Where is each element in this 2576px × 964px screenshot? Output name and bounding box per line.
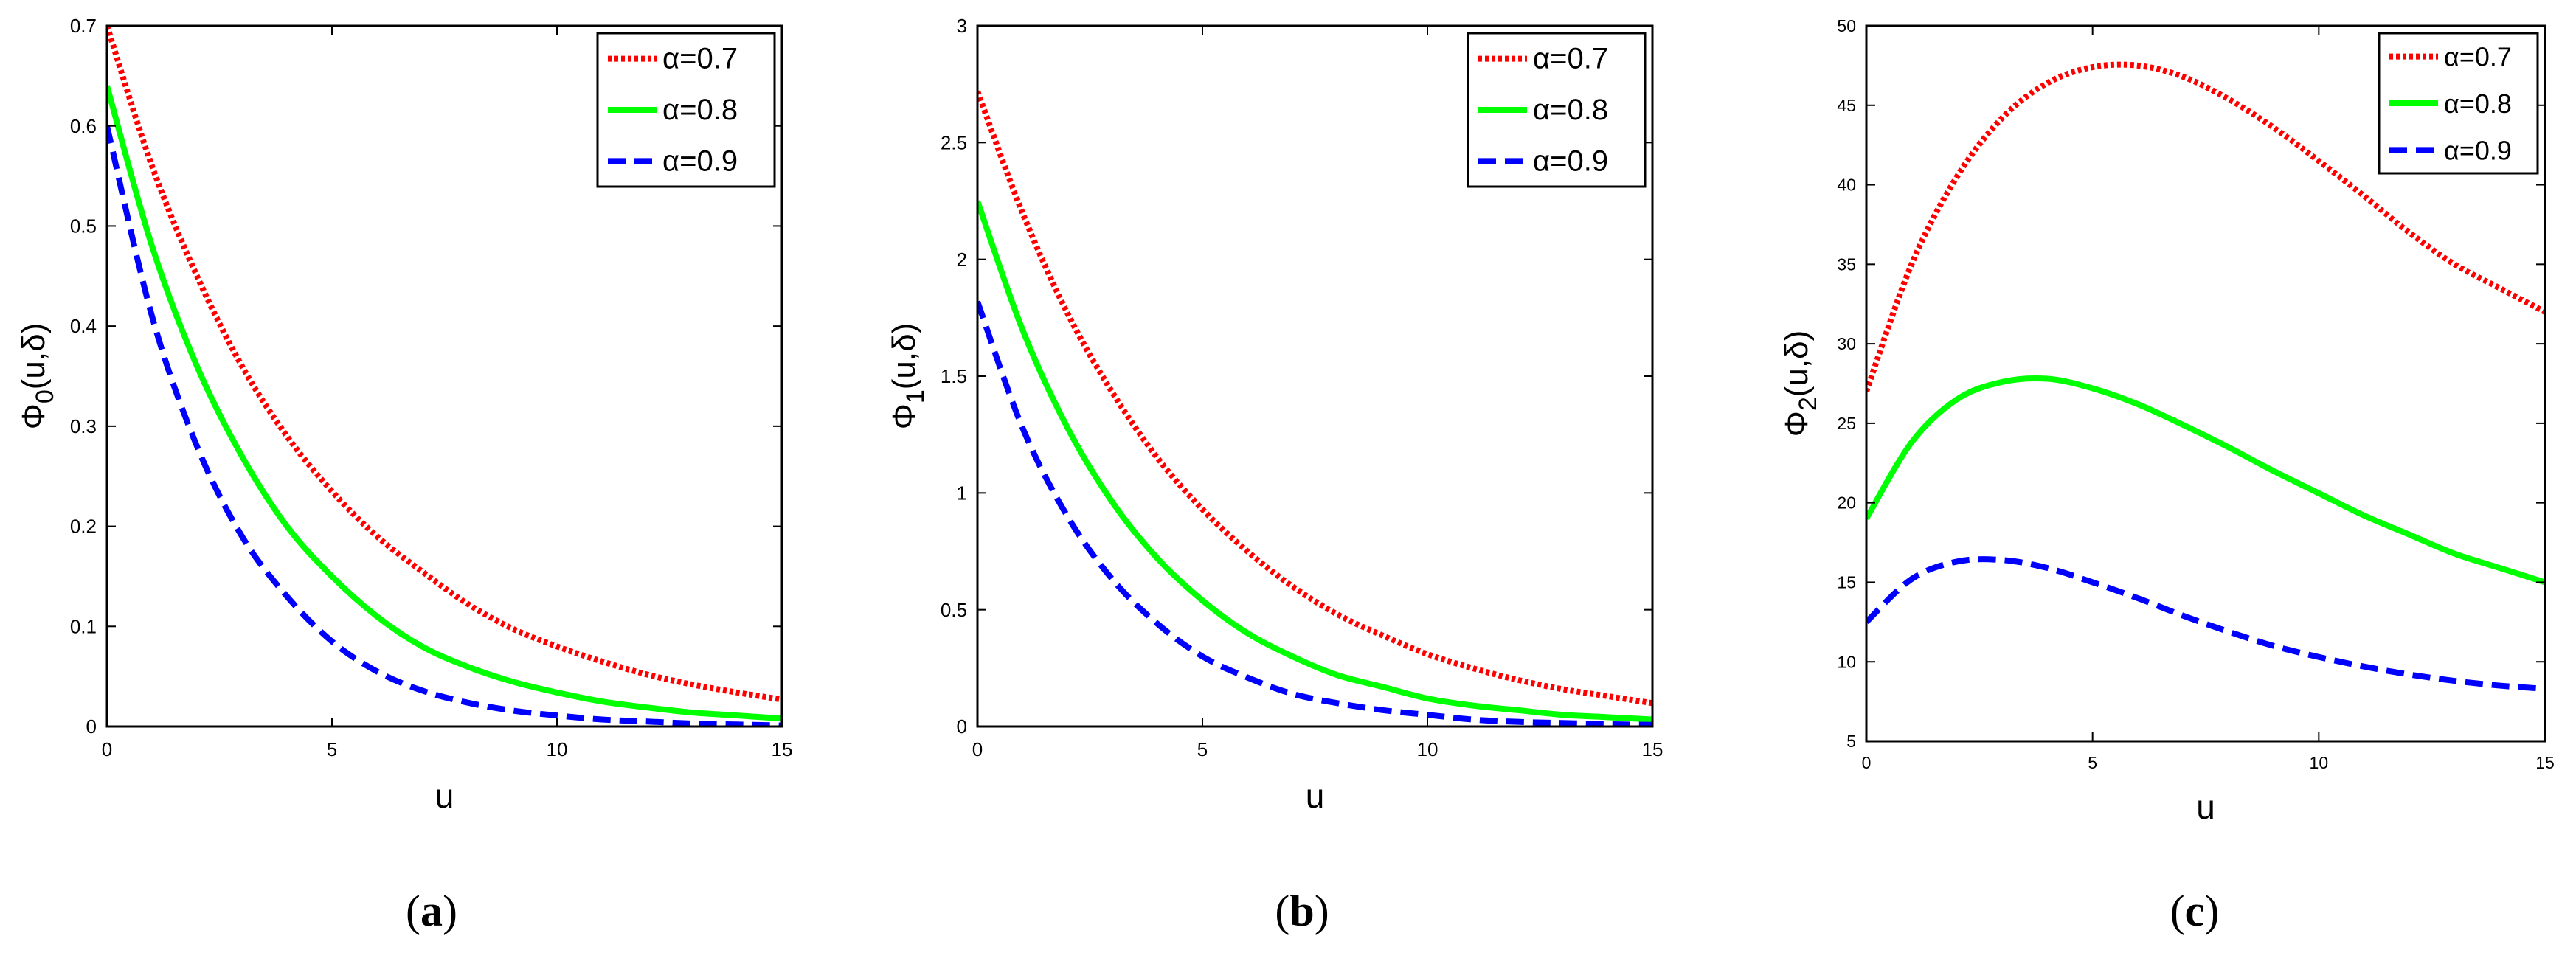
legend-label-1: α=0.7 [2444, 42, 2512, 72]
y-tick-label: 0.7 [70, 15, 97, 37]
x-tick-label: 10 [547, 738, 568, 760]
legend-label-3: α=0.9 [2444, 135, 2512, 165]
axes-frame [105, 24, 783, 728]
legend-label-3: α=0.9 [1533, 145, 1608, 177]
y-label-symbol: Φ [886, 403, 922, 429]
chart-panel-c: 0 5 10 155101520253035404550uΦ2(u,δ)α=0.7α=… [1779, 16, 2555, 935]
x-tick-label: 5 [327, 738, 337, 760]
caption-letter: b [1289, 887, 1314, 935]
y-label-subscript: 2 [1794, 397, 1822, 411]
legend-label-2: α=0.8 [2444, 89, 2512, 119]
series-line-3 [107, 125, 782, 727]
legend-label-2: α=0.8 [1533, 94, 1608, 126]
y-tick-label: 45 [1837, 96, 1856, 115]
y-tick-label: 40 [1837, 176, 1856, 195]
series-line-2 [1866, 375, 2545, 586]
y-tick-label: 10 [1837, 652, 1856, 671]
y-tick-label: 2.5 [941, 131, 967, 153]
x-axis-label: u [1306, 777, 1325, 815]
y-label-subscript: 1 [901, 389, 929, 403]
legend-label-2: α=0.8 [662, 94, 738, 126]
caption-close-paren: ) [443, 887, 457, 935]
y-tick-label: 1 [957, 482, 967, 504]
legend-label-1: α=0.7 [662, 43, 738, 75]
legend: α=0.7 α=0.8 α=0.9 [1467, 32, 1647, 188]
caption-close-paren: ) [1315, 887, 1329, 935]
y-tick-label: 0 [957, 715, 967, 738]
y-tick-label: 0.3 [70, 415, 97, 437]
y-tick-label: 25 [1837, 414, 1856, 433]
y-tick-label: 0.5 [70, 215, 97, 237]
x-tick-label: 5 [1197, 738, 1208, 760]
y-tick-label: 50 [1837, 16, 1856, 35]
y-tick-label: 1.5 [941, 365, 967, 387]
chart-panel-a: 0 5 10 1500.10.20.30.40.50.60.7uΦ0(u,δ)α=0.… [15, 15, 792, 935]
legend: α=0.7 α=0.8 α=0.9 [596, 32, 776, 188]
y-label-symbol: Φ [15, 403, 52, 429]
y-tick-label: 0.5 [941, 599, 967, 621]
caption-open-paren: ( [1275, 887, 1289, 935]
x-axis-label: u [435, 777, 454, 815]
x-tick-label: 0 [1862, 753, 1872, 772]
y-tick-label: 5 [1846, 732, 1856, 751]
legend: α=0.7 α=0.8 α=0.9 [2378, 32, 2539, 175]
y-tick-label: 20 [1837, 493, 1856, 513]
y-label-args: (u,δ) [886, 323, 922, 390]
y-label-symbol: Φ [1779, 411, 1815, 437]
y-tick-label: 0.6 [70, 115, 97, 137]
series-line-3 [1866, 556, 2545, 692]
x-tick-label: 5 [2088, 753, 2097, 772]
x-tick-label: 15 [1642, 738, 1663, 760]
x-axis-label: u [2196, 788, 2215, 826]
caption-open-paren: ( [406, 887, 420, 935]
y-tick-label: 2 [957, 249, 967, 271]
x-tick-label: 10 [2310, 753, 2329, 772]
x-tick-label: 15 [772, 738, 793, 760]
x-tick-label: 15 [2535, 753, 2555, 772]
panel-caption: (a) [406, 887, 457, 935]
y-tick-label: 35 [1837, 254, 1856, 274]
x-tick-label: 0 [972, 738, 983, 760]
x-tick-label: 0 [102, 738, 112, 760]
legend-label-1: α=0.7 [1533, 43, 1608, 75]
y-axis-label: Φ1(u,δ) [886, 323, 929, 430]
caption-open-paren: ( [2170, 887, 2185, 935]
caption-letter: a [420, 887, 443, 935]
x-tick-label: 10 [1417, 738, 1438, 760]
y-label-args: (u,δ) [1779, 330, 1815, 398]
y-tick-label: 0.4 [70, 315, 97, 337]
y-tick-label: 0.1 [70, 615, 97, 637]
chart-panel-b: 0 5 10 1500.511.522.53uΦ1(u,δ)α=0.7α=0.8α=0… [886, 15, 1663, 935]
y-tick-label: 30 [1837, 334, 1856, 353]
panel-caption: (b) [1275, 887, 1329, 935]
series-line-2 [107, 85, 782, 722]
y-tick-label: 15 [1837, 572, 1856, 592]
y-tick-label: 0.2 [70, 516, 97, 538]
caption-letter: c [2185, 887, 2205, 935]
series-line-1 [107, 26, 782, 703]
series-line-1 [977, 90, 1652, 707]
legend-label-3: α=0.9 [662, 145, 738, 177]
series-line-3 [977, 300, 1652, 727]
caption-close-paren: ) [2204, 887, 2219, 935]
panel-caption: (c) [2170, 887, 2220, 935]
y-label-args: (u,δ) [15, 323, 52, 390]
y-axis-label: Φ0(u,δ) [15, 323, 59, 430]
series-line-2 [977, 200, 1652, 723]
y-label-subscript: 0 [31, 389, 59, 403]
y-tick-label: 0 [86, 715, 97, 738]
y-tick-label: 3 [957, 15, 967, 37]
axes-frame [1865, 24, 2546, 743]
y-axis-label: Φ2(u,δ) [1779, 330, 1822, 437]
